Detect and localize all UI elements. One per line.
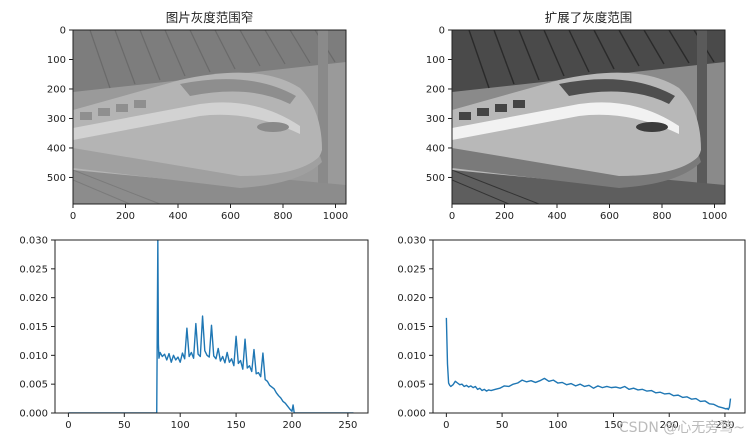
y-tick-label: 0.015 <box>19 322 48 333</box>
x-tick-label: 250 <box>338 420 357 431</box>
panel-histogram-stretched: 0 50 100 150 200 250 0.000 0.005 0.010 0.015 0.020… <box>397 236 746 432</box>
x-tick-label: 200 <box>116 211 135 222</box>
y-tick-label: 400 <box>47 143 66 154</box>
watermark: CSDN @心无旁骛~ <box>619 419 745 436</box>
y-tick-label: 0.030 <box>19 236 48 247</box>
x-tick-label: 200 <box>282 420 301 431</box>
x-tick-label: 100 <box>171 420 190 431</box>
x-tick-label: 1000 <box>702 211 727 222</box>
y-tick-label: 0.005 <box>19 380 48 391</box>
x-tick-label: 150 <box>227 420 246 431</box>
panel-histogram-narrow: 0 50 100 150 200 250 0.000 0.005 0.010 0.015 0.020… <box>19 236 369 432</box>
y-tick-label: 0.025 <box>19 264 48 275</box>
x-tick-label: 0 <box>449 211 455 222</box>
axis-ticks-stretched: 0 200 400 600 800 1000 0 100 200 300 400 500 <box>426 26 727 223</box>
x-tick-label: 0 <box>65 420 71 431</box>
y-tick-label: 0.025 <box>397 264 426 275</box>
histogram-line-narrow <box>68 240 354 413</box>
x-tick-label: 400 <box>168 211 187 222</box>
x-tick-label: 0 <box>70 211 76 222</box>
y-tick-label: 100 <box>426 55 445 66</box>
y-tick-label: 0.020 <box>397 293 426 304</box>
y-tick-label: 500 <box>47 173 66 184</box>
panel-stretched-range: 扩展了灰度范围 <box>426 10 727 222</box>
y-tick-label: 200 <box>426 84 445 95</box>
x-tick-label: 600 <box>600 211 619 222</box>
y-tick-label: 0.020 <box>19 293 48 304</box>
x-tick-label: 50 <box>118 420 131 431</box>
axis-ticks-histogram-stretched: 0 50 100 150 200 250 0.000 0.005 0.010 0.015 0.020… <box>397 236 734 432</box>
y-tick-label: 0 <box>439 26 445 37</box>
x-tick-label: 400 <box>547 211 566 222</box>
x-tick-label: 800 <box>652 211 671 222</box>
y-tick-label: 200 <box>47 84 66 95</box>
y-tick-label: 300 <box>426 114 445 125</box>
y-tick-label: 0.000 <box>397 409 426 420</box>
x-tick-label: 800 <box>273 211 292 222</box>
panel-frame-narrow <box>72 29 347 205</box>
y-tick-label: 100 <box>47 55 66 66</box>
x-tick-label: 1000 <box>323 211 348 222</box>
panel-title-narrow: 图片灰度范围窄 <box>166 10 254 25</box>
histogram-line-stretched <box>445 317 732 411</box>
y-tick-label: 0.010 <box>19 351 48 362</box>
axis-ticks-histogram-narrow: 0 50 100 150 200 250 0.000 0.005 0.010 0.015 0.020… <box>19 236 357 432</box>
x-tick-label: 100 <box>548 420 567 431</box>
y-tick-label: 300 <box>47 114 66 125</box>
x-tick-label: 200 <box>660 420 679 431</box>
x-tick-label: 150 <box>604 420 623 431</box>
histogram-frame-stretched <box>432 239 746 414</box>
x-tick-label: 0 <box>443 420 449 431</box>
x-tick-label: 600 <box>221 211 240 222</box>
x-tick-label: 50 <box>496 420 509 431</box>
axis-ticks-narrow: 0 200 400 600 800 1000 0 100 200 300 400 500 <box>47 26 348 223</box>
y-tick-label: 0.000 <box>19 409 48 420</box>
x-tick-label: 250 <box>715 420 734 431</box>
train-image-stretched <box>452 30 725 204</box>
y-tick-label: 400 <box>426 143 445 154</box>
panel-frame-stretched <box>451 29 726 205</box>
y-tick-label: 0.010 <box>397 351 426 362</box>
y-tick-label: 0 <box>60 26 66 37</box>
panel-narrow-range: 图片灰度范围窄 <box>47 10 348 222</box>
y-tick-label: 0.005 <box>397 380 426 391</box>
panel-title-stretched: 扩展了灰度范围 <box>545 10 633 25</box>
train-image-narrow <box>73 30 346 204</box>
y-tick-label: 0.015 <box>397 322 426 333</box>
x-tick-label: 200 <box>495 211 514 222</box>
y-tick-label: 500 <box>426 173 445 184</box>
y-tick-label: 0.030 <box>397 236 426 247</box>
